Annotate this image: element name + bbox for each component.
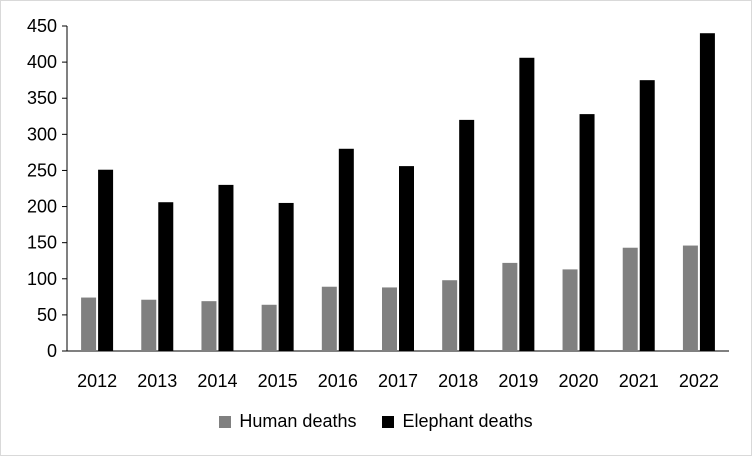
x-tick-label: 2019: [498, 371, 538, 391]
y-tick-label: 250: [27, 160, 57, 180]
bar-elephant-deaths: [218, 184, 234, 351]
y-tick-label: 350: [27, 88, 57, 108]
bar-elephant-deaths: [519, 57, 535, 352]
bar-human-deaths: [81, 297, 97, 351]
bar-human-deaths: [321, 286, 337, 351]
bar-human-deaths: [442, 280, 458, 351]
bar-elephant-deaths: [278, 202, 294, 351]
x-tick-label: 2022: [679, 371, 719, 391]
bar-elephant-deaths: [579, 114, 595, 351]
y-tick-label: 300: [27, 124, 57, 144]
y-tick-label: 200: [27, 197, 57, 217]
bar-elephant-deaths: [459, 119, 475, 351]
bar-human-deaths: [622, 247, 638, 351]
bar-elephant-deaths: [699, 33, 715, 351]
bar-human-deaths: [382, 287, 397, 351]
bar-human-deaths: [682, 245, 698, 351]
y-tick-label: 0: [47, 341, 57, 361]
bar-elephant-deaths: [399, 166, 414, 351]
x-tick-label: 2014: [197, 371, 237, 391]
legend-label-elephant: Elephant deaths: [402, 411, 533, 431]
legend-item-human: Human deaths: [219, 411, 356, 432]
bar-human-deaths: [562, 269, 578, 351]
bar-human-deaths: [261, 304, 277, 351]
x-tick-label: 2016: [318, 371, 358, 391]
legend-swatch-elephant: [382, 415, 395, 428]
bar-human-deaths: [141, 299, 157, 351]
bar-elephant-deaths: [158, 202, 174, 351]
bar-human-deaths: [201, 301, 217, 351]
legend: Human deaths Elephant deaths: [1, 411, 751, 432]
x-tick-label: 2015: [258, 371, 298, 391]
x-tick-labels: 2012 2013 2014 2015 2016 2017 2018 2019 2020 2021…: [77, 371, 719, 391]
bar-human-deaths: [502, 262, 518, 351]
legend-swatch-human: [219, 415, 232, 428]
bars: [81, 33, 715, 352]
bar-elephant-deaths: [338, 148, 354, 351]
y-tick-label: 150: [27, 233, 57, 253]
legend-item-elephant: Elephant deaths: [382, 411, 533, 432]
y-tick-labels: 0 50 100 150 200 250 300 350 400 450: [27, 16, 57, 361]
y-tick-label: 400: [27, 52, 57, 72]
x-tick-label: 2013: [137, 371, 177, 391]
bar-chart: 2012 2013 2014 2015 2016 2017 2018 2019 2020 2021…: [27, 16, 729, 391]
legend-label-human: Human deaths: [239, 411, 357, 431]
bar-elephant-deaths: [98, 169, 114, 351]
x-tick-label: 2017: [378, 371, 418, 391]
y-tick-label: 50: [37, 305, 57, 325]
x-tick-label: 2020: [559, 371, 599, 391]
y-tick-label: 450: [27, 16, 57, 36]
x-tick-label: 2012: [77, 371, 117, 391]
x-tick-label: 2021: [619, 371, 659, 391]
axes: [62, 25, 729, 352]
x-tick-label: 2018: [438, 371, 478, 391]
bar-elephant-deaths: [639, 80, 655, 352]
y-tick-label: 100: [27, 269, 57, 289]
